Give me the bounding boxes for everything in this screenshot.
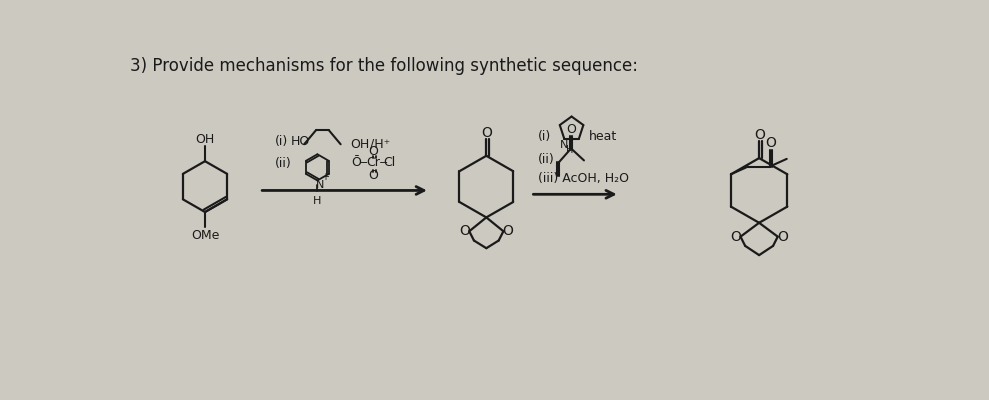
Text: (ii): (ii)	[275, 157, 292, 170]
Text: +: +	[321, 172, 329, 182]
Text: O: O	[482, 126, 493, 140]
Text: O: O	[459, 224, 470, 238]
Text: HO: HO	[290, 136, 310, 148]
Text: (i): (i)	[275, 136, 288, 148]
Text: (ii): (ii)	[538, 153, 555, 166]
Text: OH: OH	[196, 133, 215, 146]
Text: Cr: Cr	[366, 156, 380, 169]
Text: N: N	[315, 180, 323, 190]
Text: Ō: Ō	[351, 156, 361, 169]
Text: O: O	[731, 230, 742, 244]
Text: OH: OH	[351, 138, 370, 151]
Text: O: O	[368, 169, 378, 182]
Text: O: O	[765, 136, 776, 150]
Text: /H⁺: /H⁺	[370, 138, 391, 151]
Text: O: O	[755, 128, 765, 142]
Text: N: N	[560, 140, 569, 150]
Text: O: O	[566, 123, 576, 136]
Text: OMe: OMe	[191, 229, 220, 242]
Text: O: O	[368, 145, 378, 158]
Text: O: O	[502, 224, 513, 238]
Text: H: H	[566, 145, 574, 155]
Text: (iii) AcOH, H₂O: (iii) AcOH, H₂O	[538, 172, 629, 186]
Text: 3) Provide mechanisms for the following synthetic sequence:: 3) Provide mechanisms for the following …	[130, 57, 638, 75]
Text: heat: heat	[588, 130, 617, 143]
Text: (i): (i)	[538, 130, 552, 143]
Text: −: −	[379, 158, 388, 168]
Text: Cl: Cl	[384, 156, 396, 169]
Text: O: O	[777, 230, 788, 244]
Text: H: H	[314, 196, 321, 206]
Text: −: −	[359, 158, 369, 168]
